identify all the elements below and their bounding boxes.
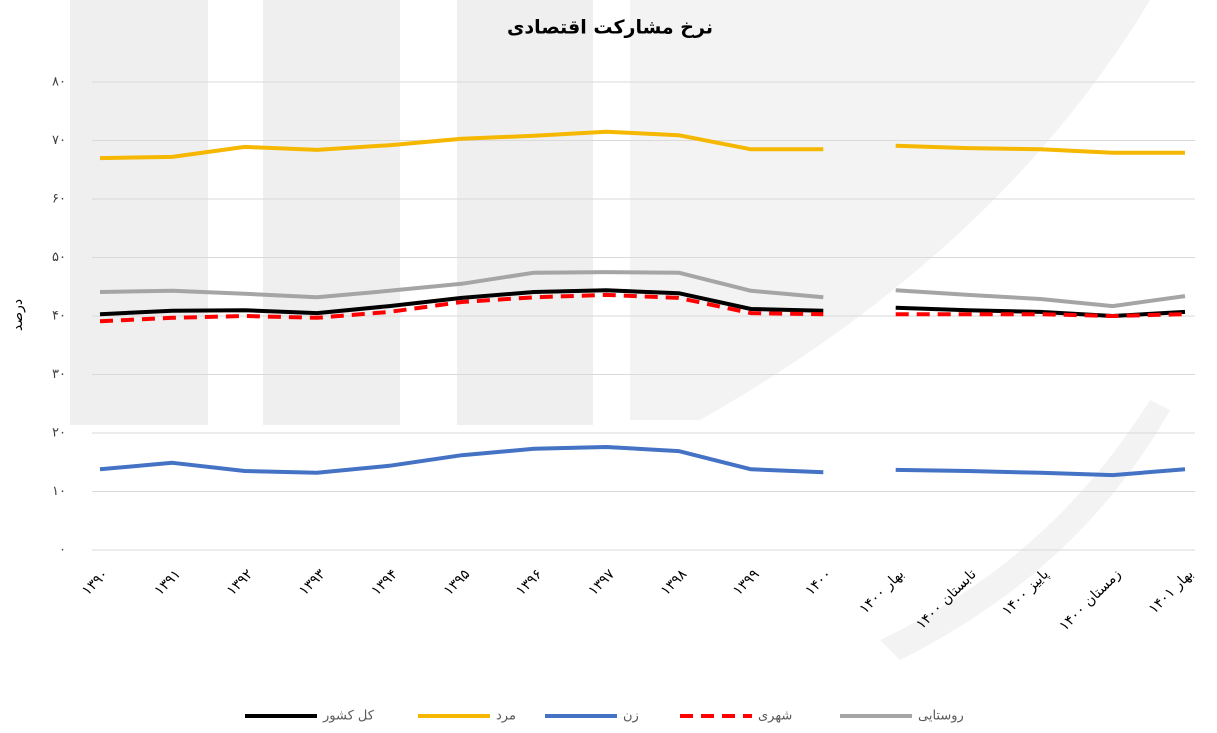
x-tick-label: ۱۳۹۸ [658,566,691,599]
watermark [70,0,1170,660]
y-tick-label: ۳۰ [52,367,66,382]
line-series [99,270,824,300]
legend-label: روستایی [918,709,964,724]
x-tick-label: ۱۴۰۰ [802,566,835,599]
y-tick-label: ۶۰ [52,192,66,207]
x-tick-label: ۱۳۹۴ [368,566,401,599]
y-tick-label: ۴۰ [52,309,66,324]
legend-label: زن [623,709,639,724]
x-tick-label: ۱۳۹۲ [224,566,257,599]
y-tick-label: ۵۰ [52,250,66,265]
line-series [99,292,824,324]
y-tick-label: ۷۰ [52,133,66,148]
legend-label: کل کشور [322,709,375,724]
line-series [895,467,1186,478]
line-series [99,288,824,317]
legend-label: شهری [758,709,792,724]
y-tick-label: ۸۰ [52,75,66,90]
y-tick-label: ۰ [59,543,66,558]
line-series [895,288,1186,309]
x-tick-label: ۱۳۹۱ [151,566,184,599]
x-tick-label: ۱۳۹۵ [441,566,474,599]
chart-title: نرخ مشارکت اقتصادی [507,17,713,39]
x-tick-label: ۱۳۹۰ [79,566,112,599]
x-tick-label: بهار ۱۴۰۰ [856,566,907,617]
y-tick-label: ۲۰ [52,426,66,441]
line-series [895,312,1186,318]
x-tick-label: زمستان ۱۴۰۰ [1056,566,1124,634]
x-tick-label: بهار ۱۴۰۱ [1146,566,1197,617]
y-tick-label: ۱۰ [52,484,66,499]
y-axis-label: درصد [10,299,26,331]
x-tick-label: ۱۳۹۹ [730,566,763,599]
legend-label: مرد [496,709,516,724]
x-tick-label: ۱۳۹۶ [513,566,546,599]
x-tick-label: ۱۳۹۳ [296,566,329,599]
line-series [99,129,824,161]
line-series [99,445,824,475]
x-tick-label: ۱۳۹۷ [585,566,618,599]
line-series [895,143,1185,155]
